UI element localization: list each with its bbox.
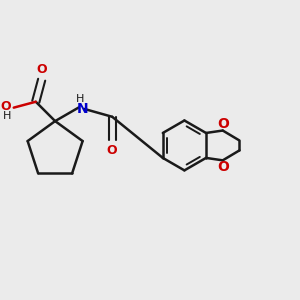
Text: H: H: [76, 94, 85, 104]
Text: H: H: [3, 111, 11, 121]
Text: O: O: [107, 145, 118, 158]
Text: O: O: [218, 117, 229, 131]
Text: O: O: [36, 63, 47, 76]
Text: O: O: [1, 100, 11, 112]
Text: O: O: [218, 160, 229, 174]
Text: N: N: [77, 102, 88, 116]
